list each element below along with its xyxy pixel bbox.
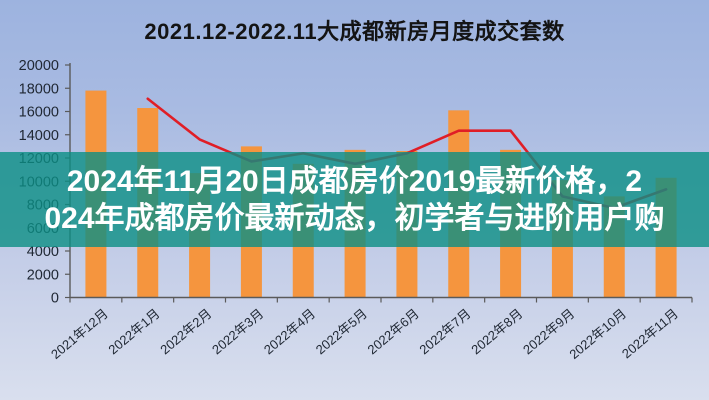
x-tick-label: 2022年7月 [416,306,473,357]
overlay-spacer [0,152,709,163]
y-tick-label: 16000 [19,105,59,121]
x-tick-label: 2022年10月 [566,306,629,362]
y-tick-label: 2000 [27,267,59,283]
x-tick-label: 2022年5月 [313,306,370,357]
y-tick-label: 20000 [19,58,59,74]
y-tick-label: 0 [51,291,59,307]
y-tick-label: 18000 [19,81,59,97]
x-tick-label: 2021年12月 [48,306,111,362]
y-tick-label: 4000 [27,244,59,260]
x-tick-label: 2022年8月 [468,306,525,357]
headline-text-line2: 024年成都房价最新动态，初学者与进阶用户购 [44,202,665,235]
x-tick-label: 2022年6月 [365,306,422,357]
x-tick-label: 2022年11月 [619,306,681,361]
x-tick-label: 2022年4月 [261,306,318,357]
headline-text-line1: 2024年11月20日成都房价2019最新价格，2 [66,165,643,198]
x-tick-label: 2022年2月 [157,306,214,357]
chart-title: 2021.12-2022.11大成都新房月度成交套数 [144,19,565,44]
x-tick-label: 2022年3月 [209,306,266,357]
headline-overlay-banner: 2024年11月20日成都房价2019最新价格，2 024年成都房价最新动态，初… [0,152,709,247]
x-tick-label: 2022年1月 [105,306,162,357]
y-tick-label: 14000 [19,128,59,144]
